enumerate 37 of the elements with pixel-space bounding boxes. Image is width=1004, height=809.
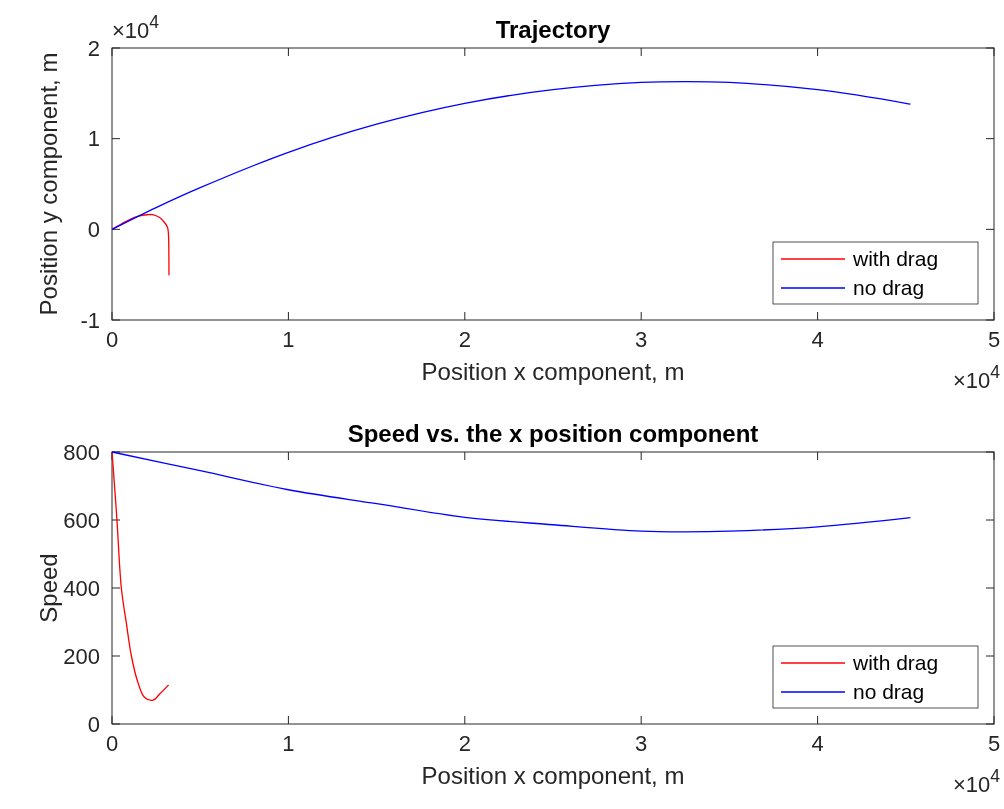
x-tick-label: 0 (105, 731, 119, 756)
y-axis-title: Position y component, m (35, 52, 62, 316)
x-tick-label: 1 (282, 731, 295, 756)
x-tick-label: 3 (635, 327, 648, 352)
y-tick-label: 200 (63, 643, 100, 669)
text: ×10$^{4}$ (952, 766, 1001, 797)
x-tick-label: 3 (635, 731, 648, 756)
text: ×10$^{4}$ (952, 362, 1001, 393)
text: ×10$^{4}$ (112, 12, 160, 43)
x-tick-label: 5 (987, 327, 1001, 352)
chart-title: Trajectory (495, 16, 612, 43)
line-series (111, 451, 170, 701)
x-tick-label: 0 (105, 327, 119, 352)
x-axis-title: Position x component, m (421, 762, 685, 789)
legend-label: with drag (852, 651, 939, 675)
x-axis-title: Position x component, m (421, 358, 685, 385)
line-series (111, 80, 912, 230)
y-tick-label: 0 (87, 711, 100, 737)
x-tick-label: 1 (282, 327, 295, 352)
y-tick-label: 2 (87, 35, 100, 61)
x-tick-label: 2 (458, 731, 471, 756)
legend-label: with drag (852, 247, 939, 271)
legend-label: no drag (853, 680, 925, 704)
y-axis-title: Speed (35, 553, 62, 623)
y-tick-label: 0 (87, 217, 100, 243)
line-series (111, 451, 912, 533)
y-tick-label: 1 (87, 126, 100, 152)
x-tick-label: 4 (811, 327, 824, 352)
y-tick-label: 400 (63, 575, 100, 601)
legend-label: no drag (853, 276, 925, 300)
y-tick-label: -1 (80, 307, 100, 333)
x-tick-label: 5 (987, 731, 1001, 756)
y-tick-label: 600 (63, 507, 100, 533)
x-tick-label: 4 (811, 731, 824, 756)
y-tick-label: 800 (63, 439, 100, 465)
x-tick-label: 2 (458, 327, 471, 352)
chart-title: Speed vs. the x position component (347, 420, 759, 447)
